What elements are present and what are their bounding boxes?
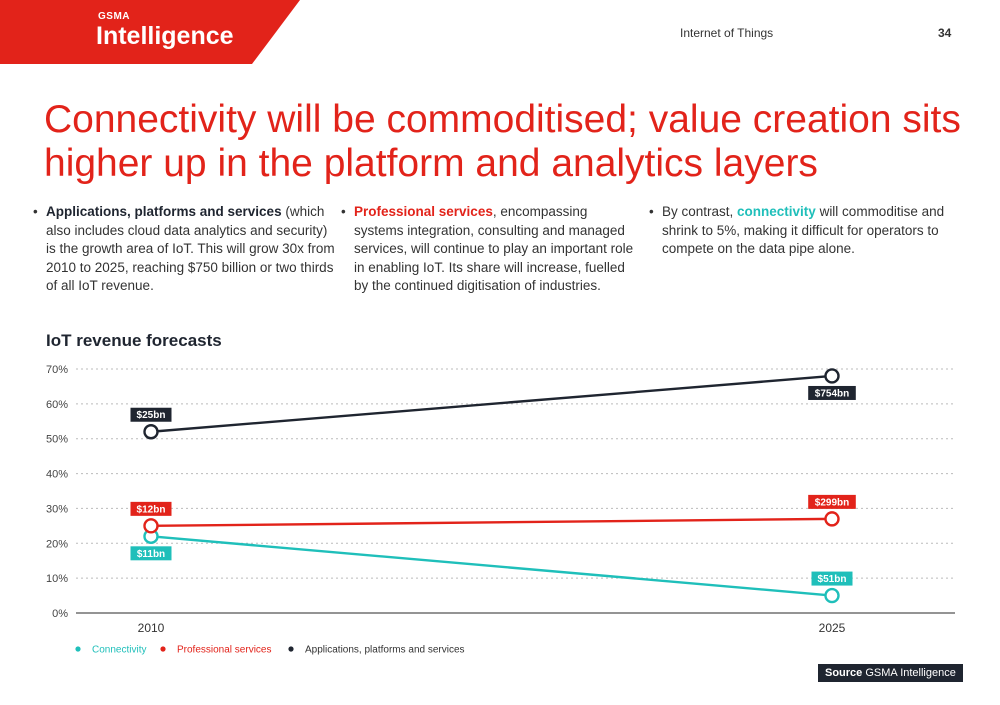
section-title: Internet of Things: [680, 26, 774, 40]
bullet-icon: •: [649, 204, 654, 219]
data-label: $754bn: [815, 388, 849, 399]
page-headline: Connectivity will be commoditised; value…: [44, 98, 961, 185]
bullet-text: will commoditise and shrink to 5%, makin…: [662, 204, 945, 256]
series-line: [150, 535, 833, 597]
source-label: Source GSMA Intelligence: [818, 664, 963, 682]
legend-label: Connectivity: [92, 645, 146, 656]
logo-gsma-text: GSMA: [98, 11, 130, 22]
bullet-icon: •: [341, 204, 346, 219]
gsma-logo: GSMA Intelligence: [0, 0, 300, 64]
bullet-column-applications: • Applications, platforms and services (…: [33, 203, 336, 296]
data-label-box: [808, 494, 856, 509]
chart-title: IoT revenue forecasts: [46, 331, 222, 350]
legend-marker: [288, 646, 294, 652]
y-tick-label: 50%: [46, 434, 68, 446]
legend-label: Applications, platforms and services: [305, 645, 465, 656]
series-line: [150, 374, 833, 433]
bullet-highlight: Professional services: [354, 204, 493, 219]
data-point: [824, 368, 840, 384]
data-label-box: [808, 385, 856, 400]
data-label: $25bn: [137, 410, 166, 421]
y-tick-label: 20%: [46, 538, 68, 550]
y-tick-label: 60%: [46, 399, 68, 411]
bullet-column-connectivity: • By contrast, connectivity will commodi…: [649, 203, 962, 259]
y-tick-label: 10%: [46, 573, 68, 585]
data-point: [143, 518, 159, 534]
page-number: 34: [938, 26, 952, 40]
data-label: $51bn: [818, 574, 847, 585]
data-label: $11bn: [137, 549, 165, 560]
series-line: [150, 517, 833, 528]
x-tick-label: 2010: [138, 621, 165, 635]
bullet-column-professional: • Professional services, encompassing sy…: [341, 203, 634, 296]
legend-label: Professional services: [177, 645, 271, 656]
logo-intelligence-text: Intelligence: [96, 22, 234, 50]
source-label-text: GSMA Intelligence: [862, 667, 956, 679]
bullet-text: , encompassing systems integration, cons…: [354, 204, 634, 293]
data-point: [143, 424, 159, 440]
y-tick-label: 40%: [46, 469, 68, 481]
data-label-box: [130, 407, 172, 422]
data-label-box: [130, 501, 172, 516]
legend-marker: [160, 646, 166, 652]
bullet-text: (which also includes cloud data analytic…: [46, 204, 335, 293]
y-tick-label: 0%: [52, 608, 68, 620]
data-point: [824, 587, 840, 604]
data-label-box: [130, 546, 172, 561]
data-point: [824, 511, 840, 527]
line-chart: 0% 10% 20% 30% 40% 50% 60% 70% 2010 2025 $11bn $51b…: [46, 364, 955, 656]
y-tick-label: 70%: [46, 364, 68, 376]
data-label-box: [811, 571, 853, 586]
bullet-prefix: By contrast,: [662, 204, 738, 219]
source-label-bold: Source: [825, 667, 863, 679]
data-label: $299bn: [815, 497, 849, 508]
bullet-highlight: connectivity: [737, 204, 816, 219]
x-tick-label: 2025: [819, 621, 846, 635]
bullet-highlight: Applications, platforms and services: [46, 204, 282, 219]
bullet-icon: •: [33, 204, 38, 219]
legend-marker: [75, 646, 81, 652]
data-label: $12bn: [137, 504, 166, 515]
y-tick-label: 30%: [46, 503, 68, 515]
